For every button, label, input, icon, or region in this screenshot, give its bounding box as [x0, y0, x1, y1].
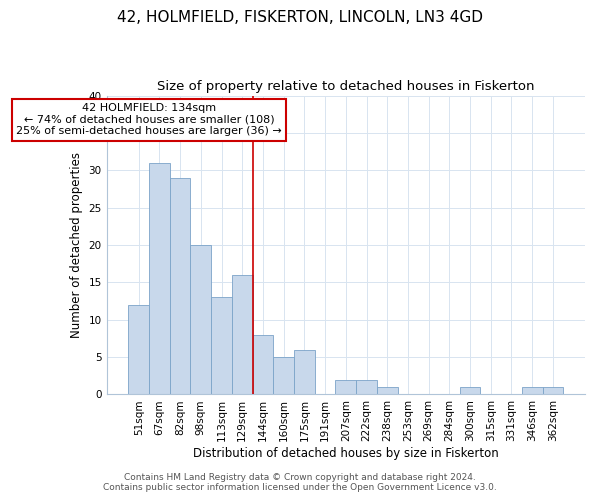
Text: 42, HOLMFIELD, FISKERTON, LINCOLN, LN3 4GD: 42, HOLMFIELD, FISKERTON, LINCOLN, LN3 4… [117, 10, 483, 25]
Bar [377, 387, 398, 394]
X-axis label: Distribution of detached houses by size in Fiskerton: Distribution of detached houses by size … [193, 447, 499, 460]
Bar [211, 298, 232, 394]
Bar [149, 163, 170, 394]
Y-axis label: Number of detached properties: Number of detached properties [70, 152, 83, 338]
Bar [128, 305, 149, 394]
Bar [356, 380, 377, 394]
Bar [460, 387, 481, 394]
Bar [542, 387, 563, 394]
Bar [253, 334, 274, 394]
Bar [335, 380, 356, 394]
Bar [522, 387, 542, 394]
Bar [232, 275, 253, 394]
Bar [274, 357, 294, 395]
Bar [190, 245, 211, 394]
Text: 42 HOLMFIELD: 134sqm
← 74% of detached houses are smaller (108)
25% of semi-deta: 42 HOLMFIELD: 134sqm ← 74% of detached h… [16, 103, 282, 136]
Title: Size of property relative to detached houses in Fiskerton: Size of property relative to detached ho… [157, 80, 535, 93]
Bar [294, 350, 315, 395]
Text: Contains HM Land Registry data © Crown copyright and database right 2024.
Contai: Contains HM Land Registry data © Crown c… [103, 473, 497, 492]
Bar [170, 178, 190, 394]
